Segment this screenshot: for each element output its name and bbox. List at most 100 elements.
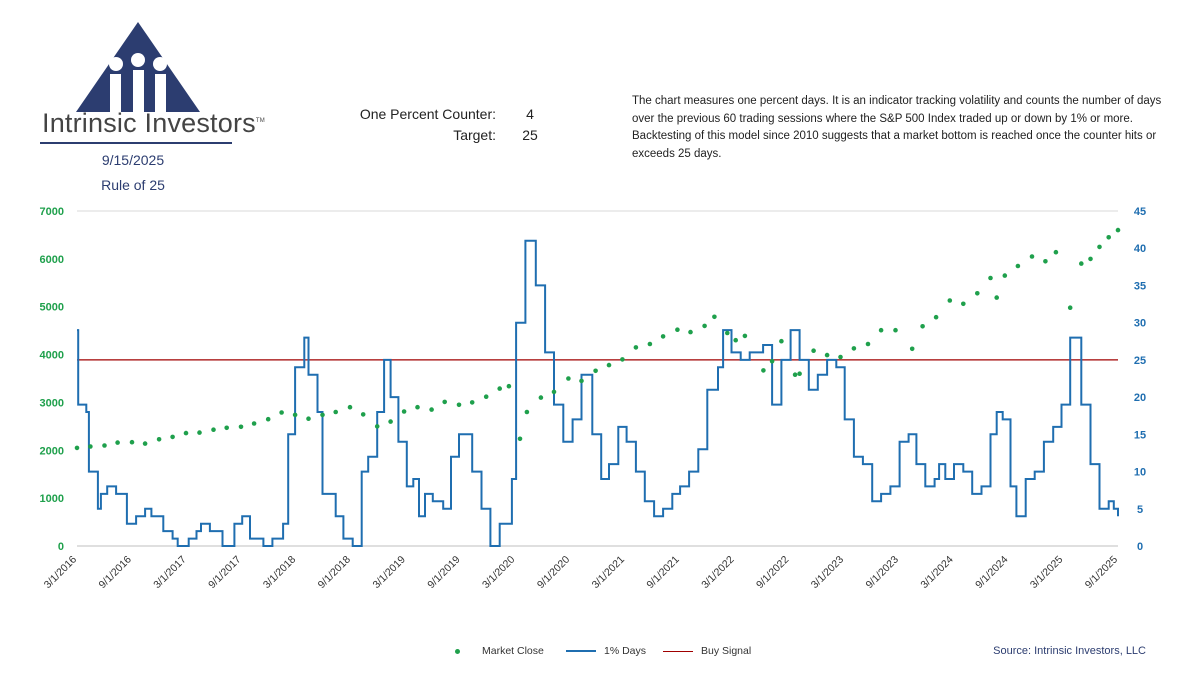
report-date: 9/15/2025 <box>101 152 165 168</box>
market-close-point <box>647 341 653 347</box>
market-close-point <box>1097 244 1102 250</box>
counter-label: One Percent Counter: <box>359 106 496 122</box>
market-close-point <box>797 371 802 376</box>
market-close-point <box>1043 259 1048 264</box>
legend-buy-signal: Buy Signal <box>663 645 751 657</box>
market-close-point <box>961 301 966 307</box>
x-axis-tick-label: 9/1/2022 <box>754 554 791 591</box>
x-axis-tick-label: 9/1/2016 <box>97 554 134 591</box>
market-close-point <box>566 376 571 381</box>
market-close-point <box>1002 273 1008 278</box>
market-close-point <box>156 437 162 442</box>
x-axis-tick-label: 9/1/2025 <box>1083 554 1120 591</box>
market-close-point <box>878 327 884 333</box>
market-close-point <box>129 439 135 445</box>
market-close-point <box>742 333 748 339</box>
x-axis-tick-label: 3/1/2017 <box>151 554 188 591</box>
market-close-point <box>1015 263 1021 269</box>
market-close-point <box>197 430 202 435</box>
market-close-point <box>633 345 639 350</box>
legend-dot-icon <box>455 648 460 654</box>
right-axis-tick-label: 30 <box>1134 318 1146 330</box>
market-close-point <box>360 412 366 417</box>
market-close-point <box>1067 305 1073 310</box>
one-percent-days-line <box>77 239 1119 547</box>
market-close-point <box>1079 261 1084 266</box>
market-close-point <box>170 434 175 440</box>
market-close-point <box>1088 256 1093 262</box>
market-close-point <box>947 298 953 303</box>
market-close-point <box>811 348 816 353</box>
market-close-point <box>429 407 434 412</box>
x-axis-tick-label: 3/1/2023 <box>809 554 846 591</box>
intrinsic-investors-logo <box>76 22 200 112</box>
market-close-point <box>251 421 257 426</box>
chart-description: The chart measures one percent days. It … <box>632 95 1162 160</box>
market-close-point <box>183 430 189 436</box>
market-close-point <box>497 386 503 391</box>
market-close-point <box>660 334 666 339</box>
x-axis-tick-label: 3/1/2022 <box>699 554 736 591</box>
market-close-point <box>333 409 339 415</box>
x-axis-tick-label: 3/1/2021 <box>590 554 627 591</box>
market-close-point <box>524 409 530 415</box>
right-axis-tick-label: 5 <box>1137 504 1143 516</box>
brand-name: Intrinsic InvestorsTM <box>42 108 265 138</box>
market-close-point <box>725 330 730 336</box>
x-axis-tick-label: 3/1/2020 <box>480 554 517 591</box>
left-axis-tick-label: 3000 <box>40 397 64 409</box>
right-axis-tick-label: 35 <box>1134 280 1146 292</box>
market-close-point <box>1029 254 1035 259</box>
x-axis-tick-label: 9/1/2024 <box>973 554 1010 591</box>
market-close-point <box>415 404 420 410</box>
right-axis-tick-label: 25 <box>1134 355 1146 367</box>
right-axis-tick-label: 15 <box>1134 429 1146 441</box>
market-close-point <box>792 372 798 377</box>
left-axis-tick-label: 7000 <box>40 206 64 218</box>
legend-market-label: Market Close <box>482 645 544 657</box>
market-close-point <box>779 338 784 344</box>
logo-figure-right-head <box>153 57 167 71</box>
legend-one-percent-days: 1% Days <box>566 645 646 657</box>
target-value: 25 <box>522 127 538 143</box>
market-close-point <box>1115 227 1121 233</box>
x-axis-tick-label: 3/1/2024 <box>918 554 955 591</box>
market-close-point <box>279 410 284 415</box>
market-close-point <box>374 424 380 429</box>
x-axis-tick-label: 9/1/2020 <box>535 554 572 591</box>
x-axis-tick-label: 3/1/2018 <box>261 554 298 591</box>
market-close-point <box>74 445 80 451</box>
market-close-point <box>620 357 625 362</box>
market-close-point <box>401 409 407 414</box>
market-close-point <box>347 404 353 410</box>
logo-figure-left-body <box>110 74 121 112</box>
right-axis-tick-label: 10 <box>1134 467 1146 479</box>
market-close-point <box>551 389 557 395</box>
market-close-point <box>988 275 993 281</box>
x-axis-tick-label: 9/1/2017 <box>206 554 243 591</box>
market-close-point <box>824 352 830 358</box>
right-axis-tick-label: 0 <box>1137 541 1143 553</box>
trademark: TM <box>255 118 265 124</box>
market-close-point <box>115 440 120 445</box>
target-label: Target: <box>453 127 496 143</box>
legend-line-red-icon <box>663 650 693 652</box>
market-close-point <box>865 341 871 347</box>
x-axis-tick-label: 9/1/2023 <box>864 554 901 591</box>
market-close-point <box>224 425 229 431</box>
left-axis-tick-label: 6000 <box>40 254 64 266</box>
market-close-point <box>469 400 475 405</box>
market-close-point <box>761 368 766 373</box>
market-close-point <box>712 314 717 320</box>
counter-value: 4 <box>526 106 534 122</box>
market-close-point <box>292 412 298 418</box>
market-close-point <box>142 441 148 446</box>
market-close-point <box>442 399 448 405</box>
market-close-point <box>483 394 489 399</box>
one-percent-days-chart: 0 1000 2000 3000 4000 5000 6000 7000 0 5 10 15 20 25 3… <box>40 206 1147 591</box>
market-close-point <box>517 436 523 442</box>
market-close-point <box>593 368 598 374</box>
legend-signal-label: Buy Signal <box>701 645 752 657</box>
market-close-point <box>388 419 393 424</box>
market-close-point <box>320 412 325 418</box>
